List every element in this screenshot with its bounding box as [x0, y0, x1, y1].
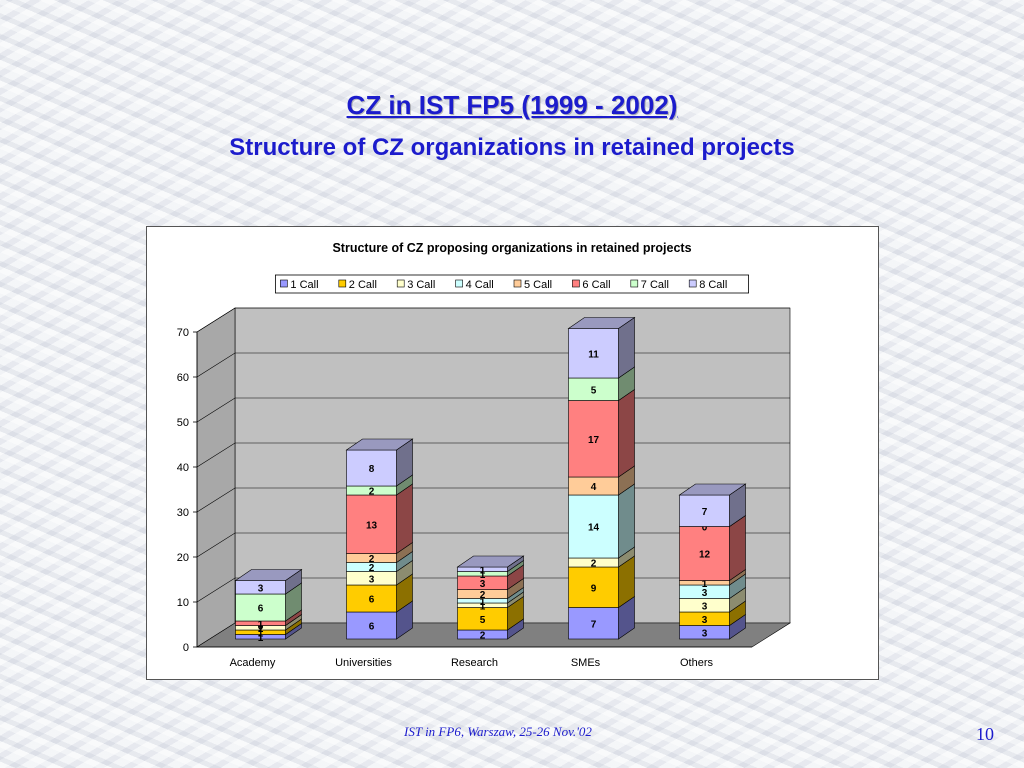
data-label: 9 — [591, 583, 597, 594]
gridline — [196, 307, 790, 333]
page-number: 10 — [976, 724, 994, 744]
data-label: 7 — [591, 619, 597, 630]
data-label: 5 — [591, 385, 597, 396]
data-label: 6 — [369, 595, 375, 606]
y-tick-label: 30 — [177, 507, 189, 519]
data-label: 2 — [369, 487, 375, 498]
legend-swatch — [630, 279, 639, 288]
slide-footer: IST in FP6, Warszaw, 25-26 Nov.'02 — [404, 724, 592, 739]
stacked-bar-chart: Structure of CZ proposing organizations … — [177, 241, 792, 669]
y-tick-label: 70 — [177, 327, 189, 339]
data-label: 2 — [591, 559, 597, 570]
data-label: 7 — [702, 507, 708, 518]
data-label: 3 — [702, 601, 708, 612]
y-tick-label: 10 — [177, 597, 189, 609]
legend-label: 4 Call — [466, 279, 494, 291]
bar-top — [678, 483, 747, 496]
x-tick-label: Research — [451, 657, 498, 669]
data-label: 2 — [369, 563, 375, 574]
data-label: 1 — [480, 601, 486, 612]
legend-label: 8 Call — [699, 279, 727, 291]
data-label: 3 — [480, 579, 486, 590]
legend-swatch — [338, 279, 347, 288]
legend-swatch — [280, 279, 288, 288]
chart-title: Structure of CZ proposing organizations … — [332, 241, 691, 255]
y-tick-label: 50 — [177, 417, 189, 429]
data-label: 2 — [480, 590, 486, 601]
bar-top — [456, 555, 525, 568]
bar-segment — [346, 584, 397, 613]
legend-label: 7 Call — [641, 279, 669, 291]
legend-label: 1 Call — [290, 279, 318, 291]
bar-top — [345, 438, 414, 451]
legend-swatch — [396, 279, 405, 288]
slide-subtitle: Structure of CZ organizations in retaine… — [229, 134, 795, 161]
data-label: 3 — [702, 628, 708, 639]
data-label: 0 — [702, 523, 708, 534]
legend-swatch — [688, 279, 697, 288]
data-label: 2 — [369, 554, 375, 565]
data-label: 1 — [258, 624, 264, 635]
data-label: 11 — [588, 349, 599, 360]
bar-segment — [568, 400, 619, 478]
data-label: 1 — [480, 565, 486, 576]
data-label: 17 — [588, 435, 600, 446]
bar-side — [729, 514, 746, 582]
data-label: 1 — [702, 579, 708, 590]
data-label: 1 — [480, 597, 486, 608]
data-label: 8 — [369, 464, 375, 475]
data-label: 12 — [699, 550, 711, 561]
bar-side — [618, 388, 635, 478]
y-tick-label: 0 — [183, 642, 189, 654]
legend-label: 5 Call — [524, 279, 552, 291]
legend-swatch — [572, 279, 580, 288]
y-tick-label: 40 — [177, 462, 189, 474]
chart-frame: Structure of CZ proposing organizations … — [146, 226, 879, 680]
data-label: 1 — [258, 628, 264, 639]
legend-label: 2 Call — [349, 279, 377, 291]
bar-segment — [346, 494, 397, 554]
bar-top — [567, 317, 636, 329]
x-tick-label: SMEs — [571, 657, 601, 669]
x-tick-label: Academy — [230, 657, 276, 669]
bar-segment — [679, 494, 730, 527]
legend-swatch — [513, 279, 522, 288]
data-label: 2 — [480, 631, 486, 642]
data-label: 13 — [366, 520, 378, 531]
chart-side-wall — [196, 307, 236, 648]
bar-side — [618, 483, 635, 559]
data-label: 6 — [369, 622, 375, 633]
data-label: 3 — [702, 615, 708, 626]
bar-side — [396, 483, 413, 555]
slide-title: CZ in IST FP5 (1999 - 2002) — [346, 90, 678, 120]
legend-label: 3 Call — [407, 279, 435, 291]
data-label: 3 — [702, 588, 708, 599]
bar-segment — [235, 593, 286, 622]
data-label: 4 — [591, 482, 597, 493]
data-label: 3 — [258, 583, 264, 594]
legend-label: 6 Call — [582, 279, 610, 291]
data-label: 1 — [258, 619, 264, 630]
y-tick-label: 20 — [177, 552, 189, 564]
data-label: 14 — [588, 523, 600, 534]
y-tick-label: 60 — [177, 372, 189, 384]
data-label: 1 — [258, 633, 264, 644]
data-label: 0 — [258, 622, 264, 633]
data-label: 0 — [258, 622, 264, 633]
chart-legend — [274, 274, 750, 294]
data-label: 3 — [369, 574, 375, 585]
x-tick-label: Universities — [335, 657, 392, 669]
bar-segment — [679, 526, 730, 581]
x-tick-label: Others — [680, 657, 714, 669]
bar-top — [234, 569, 303, 581]
data-label: 5 — [480, 615, 486, 626]
data-label: 6 — [258, 604, 264, 615]
data-label: 1 — [480, 570, 486, 581]
legend-swatch — [455, 279, 463, 288]
